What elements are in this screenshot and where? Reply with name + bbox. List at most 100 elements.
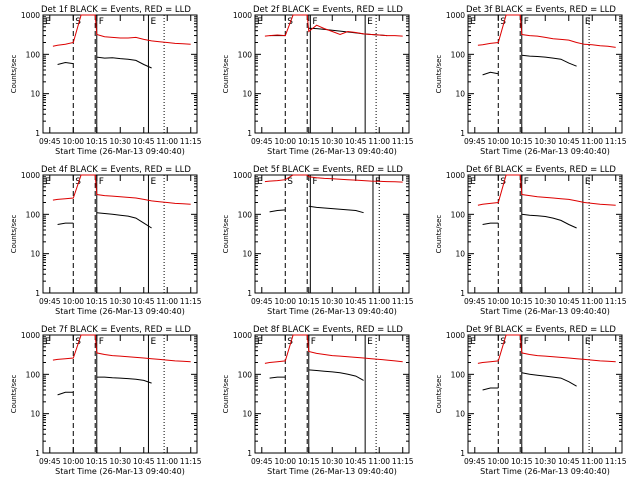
x-tick-label: 10:00	[62, 137, 84, 146]
y-axis-label: Counts/sec	[10, 215, 18, 254]
y-tick-label: 1000	[233, 331, 252, 340]
y-tick-label: 100	[26, 370, 41, 379]
x-tick-label: 10:00	[487, 457, 509, 466]
events-series-line	[57, 222, 74, 225]
phase-marker: F	[99, 177, 104, 187]
x-axis-label: Start Time (26-Mar-13 09:40:40)	[480, 307, 610, 316]
phase-marker: S	[500, 337, 506, 347]
events-series-line	[308, 205, 364, 214]
x-tick-label: 11:00	[368, 297, 390, 306]
y-tick-label: 10	[30, 250, 40, 259]
x-tick-label: 10:15	[298, 137, 320, 146]
y-tick-label: 1000	[233, 11, 252, 20]
detector-panel: Det 1f BLACK = Events, RED = LLD 1 10 100 10…	[10, 5, 202, 156]
events-series-line	[269, 376, 286, 379]
x-axis-label: Start Time (26-Mar-13 09:40:40)	[267, 467, 397, 476]
detector-panel: Det 5f BLACK = Events, RED = LLD 1 10 100 10…	[222, 165, 414, 316]
y-tick-label: 100	[26, 210, 41, 219]
x-tick-label: 10:45	[133, 457, 155, 466]
detector-panel: Det 2f BLACK = Events, RED = LLD 1 10 100 10…	[222, 5, 414, 156]
x-tick-label: 11:00	[581, 137, 603, 146]
phase-marker: E	[470, 337, 476, 347]
events-series-line	[482, 387, 499, 391]
y-tick-label: 1	[247, 289, 252, 298]
detector-panel: Det 9f BLACK = Events, RED = LLD 1 10 100 10…	[435, 325, 627, 476]
x-tick-label: 10:30	[534, 137, 556, 146]
phase-marker: E	[585, 337, 591, 347]
phase-marker: E	[150, 177, 156, 187]
plot-frame	[42, 14, 198, 134]
phase-marker: E	[257, 17, 263, 27]
x-axis-label: Start Time (26-Mar-13 09:40:40)	[55, 307, 185, 316]
x-tick-label: 10:00	[274, 457, 296, 466]
y-tick-label: 1	[35, 289, 40, 298]
lld-series-line	[52, 334, 191, 363]
x-tick-label: 11:00	[368, 457, 390, 466]
x-tick-label: 11:15	[392, 457, 414, 466]
lld-series-line	[52, 174, 191, 205]
panel-title: Det 8f BLACK = Events, RED = LLD	[253, 325, 403, 335]
phase-marker: E	[150, 17, 156, 27]
detector-panel: Det 7f BLACK = Events, RED = LLD 1 10 100 10…	[10, 325, 202, 476]
y-axis-label: Counts/sec	[10, 375, 18, 414]
phase-marker: F	[524, 17, 529, 27]
phase-marker: F	[311, 337, 316, 347]
y-axis-label: Counts/sec	[222, 215, 230, 254]
phase-marker: E	[45, 17, 51, 27]
phase-marker: F	[524, 337, 529, 347]
x-tick-label: 09:45	[464, 137, 486, 146]
phase-marker: F	[99, 337, 104, 347]
phase-marker: S	[500, 177, 506, 187]
x-tick-label: 11:15	[180, 457, 202, 466]
plot-frame	[467, 14, 623, 134]
lld-series-line	[52, 14, 191, 47]
x-tick-label: 10:30	[321, 457, 343, 466]
x-tick-label: 11:00	[368, 137, 390, 146]
y-tick-label: 100	[238, 370, 253, 379]
y-axis-label: Counts/sec	[435, 375, 443, 414]
plot-frame	[467, 334, 623, 454]
events-series-line	[96, 212, 152, 229]
x-tick-label: 10:30	[109, 297, 131, 306]
x-axis-label: Start Time (26-Mar-13 09:40:40)	[480, 147, 610, 156]
plot-frame	[42, 334, 198, 454]
y-tick-label: 10	[242, 90, 252, 99]
x-tick-label: 11:00	[156, 297, 178, 306]
plot-frame	[254, 14, 410, 134]
x-tick-label: 10:00	[487, 137, 509, 146]
panel-title: Det 1f BLACK = Events, RED = LLD	[41, 5, 191, 15]
y-tick-label: 10	[242, 250, 252, 259]
y-tick-label: 1000	[21, 331, 40, 340]
y-tick-label: 1	[247, 129, 252, 138]
x-tick-label: 10:15	[511, 457, 533, 466]
y-tick-label: 1000	[21, 171, 40, 180]
panel-title: Det 9f BLACK = Events, RED = LLD	[466, 325, 616, 335]
y-tick-label: 1	[35, 449, 40, 458]
panel-title: Det 6f BLACK = Events, RED = LLD	[466, 165, 616, 175]
x-tick-label: 10:30	[109, 137, 131, 146]
panel-title: Det 4f BLACK = Events, RED = LLD	[41, 165, 191, 175]
detector-panel: Det 8f BLACK = Events, RED = LLD 1 10 100 10…	[222, 325, 414, 476]
x-tick-label: 10:45	[558, 457, 580, 466]
events-series-line	[521, 54, 577, 67]
x-tick-label: 10:45	[345, 137, 367, 146]
x-tick-label: 11:15	[180, 137, 202, 146]
x-axis-label: Start Time (26-Mar-13 09:40:40)	[55, 147, 185, 156]
x-axis-label: Start Time (26-Mar-13 09:40:40)	[267, 307, 397, 316]
y-tick-label: 1	[35, 129, 40, 138]
x-tick-label: 10:30	[109, 457, 131, 466]
y-tick-label: 100	[238, 210, 253, 219]
x-axis-label: Start Time (26-Mar-13 09:40:40)	[267, 147, 397, 156]
x-tick-label: 11:15	[605, 297, 627, 306]
events-series-line	[57, 391, 74, 396]
phase-marker: E	[470, 17, 476, 27]
y-tick-label: 1000	[446, 171, 465, 180]
y-tick-label: 1	[247, 449, 252, 458]
phase-marker: E	[367, 17, 373, 27]
x-tick-label: 10:30	[534, 297, 556, 306]
x-tick-label: 10:45	[345, 457, 367, 466]
events-series-line	[96, 376, 152, 384]
events-series-line	[521, 372, 577, 387]
y-tick-label: 10	[455, 250, 465, 259]
